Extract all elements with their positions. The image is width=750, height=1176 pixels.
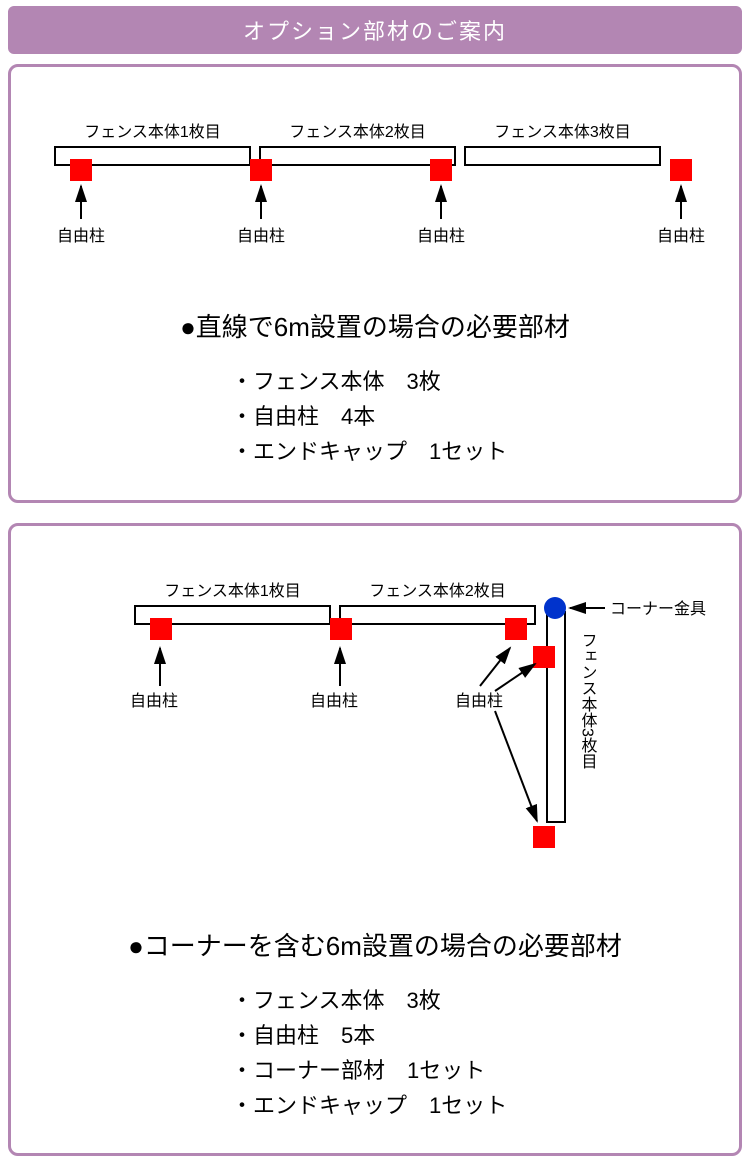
bullet-line: ・フェンス本体 3枚 bbox=[231, 364, 719, 399]
fence-label: フェンス本体1枚目 bbox=[84, 123, 221, 141]
heading-corner: ●コーナーを含む6m設置の場合の必要部材 bbox=[31, 926, 719, 963]
fence-segment-vertical bbox=[547, 612, 565, 822]
fence-label: フェンス本体1枚目 bbox=[164, 582, 301, 600]
post-label: 自由柱 bbox=[237, 227, 285, 245]
heading-straight: ●直線で6m設置の場合の必要部材 bbox=[31, 307, 719, 344]
bullet-line: ・自由柱 4本 bbox=[231, 399, 719, 434]
post-square bbox=[330, 618, 352, 640]
bullet-line: ・エンドキャップ 1セット bbox=[231, 434, 719, 469]
page-header: オプション部材のご案内 bbox=[8, 6, 742, 54]
post-square bbox=[150, 618, 172, 640]
post-label: 自由柱 bbox=[57, 227, 105, 245]
bullets-corner: ・フェンス本体 3枚・自由柱 5本・コーナー部材 1セット・エンドキャップ 1セ… bbox=[231, 983, 719, 1124]
diagram-corner: フェンス本体1枚目 フェンス本体2枚目フェンス本体3枚目 自由柱 自由柱 自由柱 コーナー… bbox=[35, 556, 715, 896]
bullet-line: ・フェンス本体 3枚 bbox=[231, 983, 719, 1018]
post-label: 自由柱 bbox=[417, 227, 465, 245]
post-square bbox=[430, 159, 452, 181]
post-square bbox=[533, 646, 555, 668]
post-label: 自由柱 bbox=[130, 692, 178, 710]
fence-label: フェンス本体3枚目 bbox=[494, 123, 631, 141]
corner-label: コーナー金具 bbox=[610, 600, 706, 618]
post-arrow bbox=[480, 648, 510, 686]
header-title: オプション部材のご案内 bbox=[243, 19, 507, 44]
diagram-corner-svg: フェンス本体1枚目 フェンス本体2枚目フェンス本体3枚目 自由柱 自由柱 自由柱 コーナー… bbox=[35, 556, 715, 896]
panel-corner: フェンス本体1枚目 フェンス本体2枚目フェンス本体3枚目 自由柱 自由柱 自由柱 コーナー… bbox=[8, 523, 742, 1157]
fence-label: フェンス本体2枚目 bbox=[369, 582, 506, 600]
post-label: 自由柱 bbox=[310, 692, 358, 710]
fence-segment bbox=[260, 147, 455, 165]
post-square bbox=[70, 159, 92, 181]
post-label: 自由柱 bbox=[455, 692, 503, 710]
post-arrow bbox=[495, 711, 537, 821]
diagram-straight: フェンス本体1枚目 フェンス本体2枚目 フェンス本体3枚目自由柱 自由柱 自由柱 自由柱 bbox=[35, 97, 715, 277]
post-square bbox=[505, 618, 527, 640]
fence-label-vertical: フェンス本体3枚目 bbox=[579, 632, 598, 769]
post-arrow bbox=[495, 664, 535, 691]
post-square bbox=[250, 159, 272, 181]
bullets-straight: ・フェンス本体 3枚・自由柱 4本・エンドキャップ 1セット bbox=[231, 364, 719, 470]
bullet-line: ・コーナー部材 1セット bbox=[231, 1053, 719, 1088]
post-label: 自由柱 bbox=[657, 227, 705, 245]
corner-circle bbox=[544, 597, 566, 619]
fence-segment bbox=[465, 147, 660, 165]
post-square bbox=[533, 826, 555, 848]
fence-label: フェンス本体2枚目 bbox=[289, 123, 426, 141]
bullet-line: ・エンドキャップ 1セット bbox=[231, 1088, 719, 1123]
post-square bbox=[670, 159, 692, 181]
panel-straight: フェンス本体1枚目フェンス本体2枚目フェンス本体3枚目自由柱自由柱自由柱自由柱 … bbox=[8, 64, 742, 503]
diagram-straight-svg: フェンス本体1枚目 フェンス本体2枚目 フェンス本体3枚目自由柱 自由柱 自由柱 自由柱 bbox=[35, 97, 715, 277]
bullet-line: ・自由柱 5本 bbox=[231, 1018, 719, 1053]
